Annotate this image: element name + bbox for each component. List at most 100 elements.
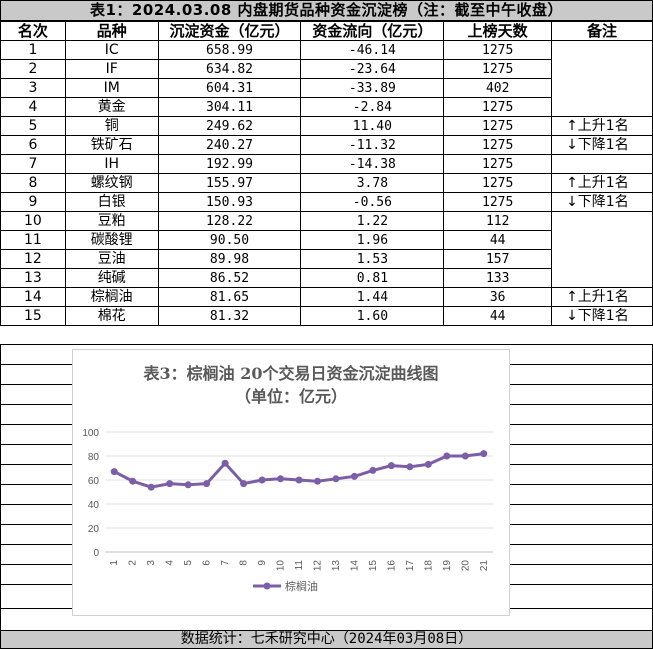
amount-cell: 604.31 [157, 78, 302, 98]
rank-cell: 12 [0, 249, 66, 269]
rank-cell: 3 [0, 78, 66, 98]
days-cell: 1275 [443, 40, 553, 60]
data-point [313, 477, 321, 485]
flow-cell: 1.96 [300, 230, 445, 250]
rank-cell: 6 [0, 135, 66, 155]
amount-cell: 658.99 [157, 40, 302, 60]
data-point [166, 480, 174, 488]
note-cell: ↑上升1名 [551, 173, 653, 193]
note-cell [551, 268, 653, 288]
rank-cell: 15 [0, 306, 66, 326]
x-tick-label: 8 [239, 560, 250, 566]
x-tick-label: 14 [349, 560, 360, 572]
data-point [424, 460, 432, 468]
note-cell: ↑上升1名 [551, 287, 653, 307]
variety-cell: IF [64, 59, 159, 79]
amount-cell: 128.22 [157, 211, 302, 231]
days-cell: 44 [443, 306, 553, 326]
x-tick-label: 4 [165, 560, 176, 566]
data-point [332, 475, 340, 483]
rank-cell: 2 [0, 59, 66, 79]
table-row: 8 螺纹钢 155.97 3.78 1275 ↑上升1名 [0, 173, 653, 193]
days-cell: 157 [443, 249, 553, 269]
data-point [350, 472, 358, 480]
amount-cell: 81.32 [157, 306, 302, 326]
amount-cell: 86.52 [157, 268, 302, 288]
table-row: 14 棕榈油 81.65 1.44 36 ↑上升1名 [0, 287, 653, 307]
table-row: 15 棉花 81.32 1.60 44 ↓下降1名 [0, 306, 653, 326]
variety-cell: 豆粕 [64, 211, 159, 231]
x-tick-label: 7 [220, 560, 231, 566]
header-days: 上榜天数 [443, 21, 553, 41]
flow-cell: -2.84 [300, 97, 445, 117]
data-point [129, 477, 137, 485]
days-cell: 1275 [443, 135, 553, 155]
amount-cell: 150.93 [157, 192, 302, 212]
flow-cell: 1.22 [300, 211, 445, 231]
days-cell: 112 [443, 211, 553, 231]
variety-cell: IM [64, 78, 159, 98]
flow-cell: 11.40 [300, 116, 445, 136]
data-point [221, 459, 229, 467]
amount-cell: 304.11 [157, 97, 302, 117]
table-row: 11 碳酸锂 90.50 1.96 44 [0, 230, 653, 250]
legend-label: 棕榈油 [285, 579, 318, 593]
note-cell: ↓下降1名 [551, 192, 653, 212]
table-row: 3 IM 604.31 -33.89 402 [0, 78, 653, 98]
variety-cell: 豆油 [64, 249, 159, 269]
x-tick-label: 2 [128, 560, 139, 566]
table-row: 10 豆粕 128.22 1.22 112 [0, 211, 653, 231]
x-tick-label: 15 [368, 560, 379, 572]
x-tick-label: 3 [146, 560, 157, 566]
header-flow: 资金流向（亿元） [300, 21, 445, 41]
flow-cell: 3.78 [300, 173, 445, 193]
data-point [295, 476, 303, 484]
data-point [240, 480, 248, 488]
x-tick-label: 19 [442, 560, 453, 572]
flow-cell: 1.44 [300, 287, 445, 307]
y-tick-label: 40 [88, 500, 100, 511]
data-point [406, 463, 414, 471]
y-tick-label: 80 [88, 452, 100, 463]
data-point [203, 480, 211, 488]
x-tick-label: 11 [294, 560, 305, 571]
days-cell: 1275 [443, 97, 553, 117]
variety-cell: 螺纹钢 [64, 173, 159, 193]
x-tick-label: 13 [331, 560, 342, 572]
table-row: 12 豆油 89.98 1.53 157 [0, 249, 653, 269]
x-tick-label: 21 [479, 560, 490, 572]
x-tick-label: 12 [312, 560, 323, 572]
variety-cell: 纯碱 [64, 268, 159, 288]
table-row: 9 白银 150.93 -0.56 1275 ↓下降1名 [0, 192, 653, 212]
amount-cell: 90.50 [157, 230, 302, 250]
table-header-row: 名次 品种 沉淀资金（亿元） 资金流向（亿元） 上榜天数 备注 [0, 21, 653, 41]
variety-cell: 白银 [64, 192, 159, 212]
y-tick-label: 0 [93, 548, 99, 559]
note-cell [551, 40, 653, 60]
rank-cell: 4 [0, 97, 66, 117]
flow-cell: 1.60 [300, 306, 445, 326]
note-cell [551, 97, 653, 117]
palm-oil-chart: 表3：棕榈油 20个交易日资金沉淀曲线图 （单位：亿元） 0 20 40 60 80 10… [72, 349, 510, 616]
data-point [184, 481, 192, 489]
data-point [443, 452, 451, 460]
y-tick-label: 100 [82, 428, 99, 439]
flow-cell: -11.32 [300, 135, 445, 155]
flow-cell: -33.89 [300, 78, 445, 98]
rank-cell: 9 [0, 192, 66, 212]
variety-cell: IH [64, 154, 159, 174]
data-point [258, 476, 266, 484]
note-cell: ↓下降1名 [551, 135, 653, 155]
footer-source: 数据统计：七禾研究中心（2024年03月08日） [0, 630, 653, 649]
note-cell [551, 211, 653, 231]
days-cell: 36 [443, 287, 553, 307]
x-tick-label: 16 [386, 560, 397, 572]
days-cell: 1275 [443, 116, 553, 136]
variety-cell: 黄金 [64, 97, 159, 117]
flow-cell: -14.38 [300, 154, 445, 174]
days-cell: 1275 [443, 59, 553, 79]
variety-cell: 碳酸锂 [64, 230, 159, 250]
x-tick-label: 5 [183, 560, 194, 566]
variety-cell: 铁矿石 [64, 135, 159, 155]
legend-swatch-marker [263, 582, 271, 590]
